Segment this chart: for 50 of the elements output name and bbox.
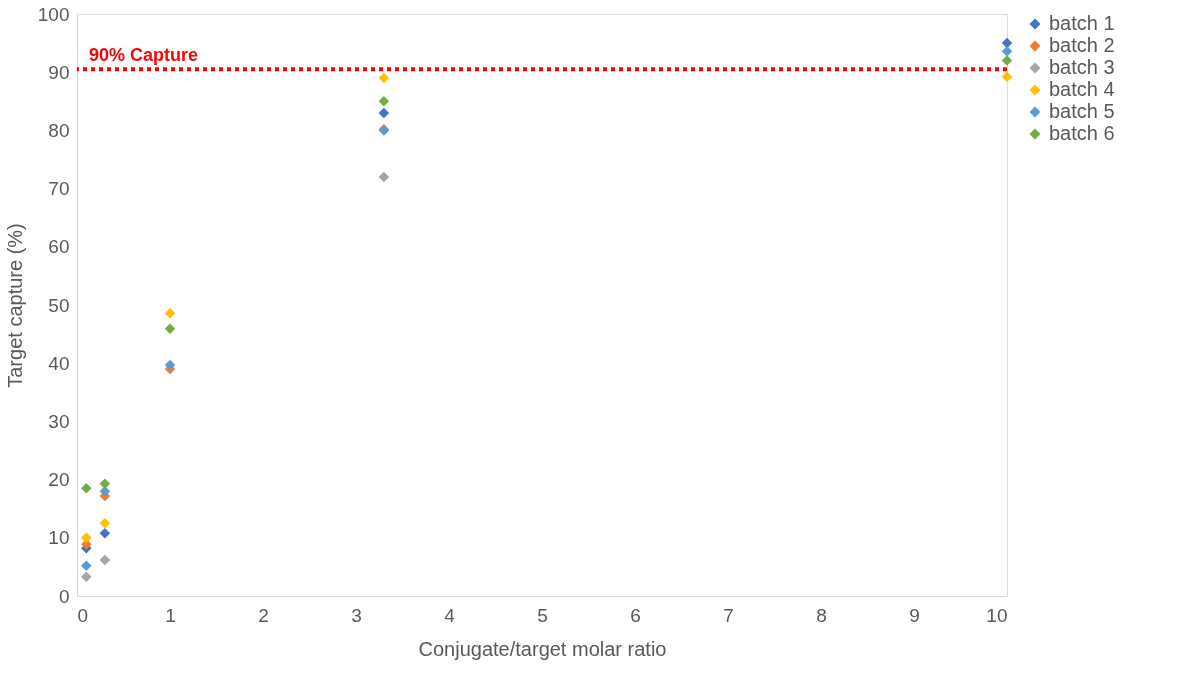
point [81, 560, 92, 571]
point [81, 571, 92, 583]
point [99, 518, 111, 529]
point [99, 527, 111, 539]
point [164, 359, 176, 371]
point [378, 171, 390, 183]
y-axis-title: Target capture (%) [3, 223, 26, 388]
y-tick-label: 90 [48, 61, 70, 83]
point [378, 72, 390, 84]
x-tick-label: 4 [444, 604, 456, 626]
x-tick-label: 5 [537, 604, 548, 626]
y-tick-label: 40 [48, 352, 70, 374]
y-tick-label: 50 [48, 294, 70, 316]
y-tick-label: 100 [37, 3, 70, 25]
x-tick-label: 8 [816, 604, 827, 626]
point [1001, 71, 1013, 83]
legend-label: batch 6 [1049, 122, 1115, 144]
point [378, 107, 390, 119]
point [1001, 46, 1013, 57]
x-tick-label: 6 [630, 604, 641, 626]
point [99, 478, 111, 489]
x-tick-label: 0 [77, 604, 89, 626]
point [164, 307, 176, 319]
legend-label: batch 4 [1049, 78, 1115, 100]
point [378, 96, 390, 107]
y-tick-label: 20 [48, 469, 70, 491]
x-tick-label: 10 [986, 604, 1008, 626]
y-tick-label: 60 [48, 236, 70, 258]
point [1001, 55, 1013, 66]
point [99, 554, 111, 566]
legend-label: batch 3 [1049, 56, 1115, 78]
x-axis-title: Conjugate/target molar ratio [418, 637, 667, 660]
legend-label: batch 2 [1049, 34, 1115, 56]
x-tick-label: 9 [909, 604, 920, 626]
legend-label: batch 1 [1049, 12, 1115, 34]
point [164, 323, 176, 335]
x-tick-label: 1 [165, 604, 176, 626]
x-tick-label: 3 [351, 604, 362, 626]
y-tick-label: 80 [48, 119, 70, 141]
point [99, 486, 111, 497]
ref-line-label: 90% Capture [89, 45, 199, 66]
legend-label: batch 5 [1049, 100, 1115, 122]
y-tick-label: 10 [48, 527, 70, 549]
x-tick-label: 2 [258, 604, 269, 626]
y-tick-label: 0 [58, 585, 70, 607]
x-tick-label: 7 [723, 604, 734, 626]
y-tick-label: 70 [48, 178, 70, 200]
y-tick-label: 30 [48, 410, 70, 432]
point [81, 532, 92, 544]
point [81, 483, 92, 494]
